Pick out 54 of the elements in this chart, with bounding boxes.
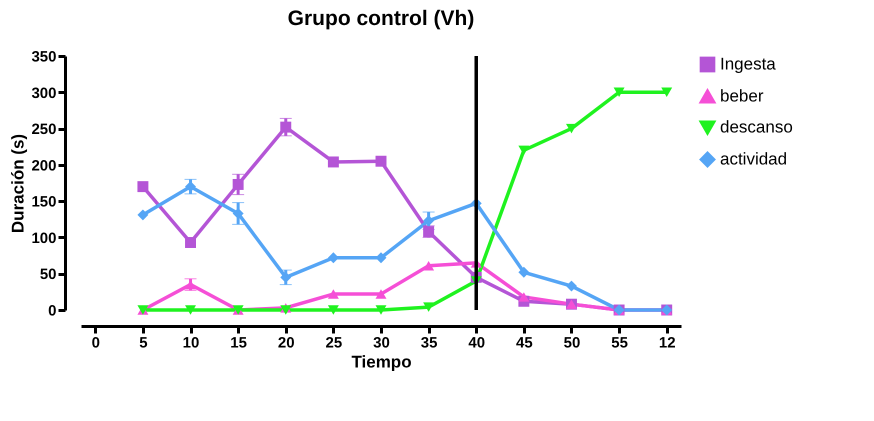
y-tick-label: 150 xyxy=(31,194,56,211)
point xyxy=(614,88,625,98)
x-tick-label: 10 xyxy=(182,334,200,352)
x-tick-label: 45 xyxy=(516,334,533,352)
x-tick-label: 0 xyxy=(92,334,100,352)
legend-label: Ingesta xyxy=(720,54,776,74)
point xyxy=(518,266,530,278)
point xyxy=(328,305,339,315)
point xyxy=(185,181,196,192)
point xyxy=(185,237,196,248)
x-tick-label: 15 xyxy=(230,334,247,352)
point xyxy=(137,181,148,192)
x-tick-label: 35 xyxy=(420,334,438,352)
point xyxy=(280,122,292,133)
y-tick-label: 250 xyxy=(31,121,56,138)
y-tick-label: 300 xyxy=(31,84,56,102)
legend-label: beber xyxy=(720,86,764,106)
point xyxy=(518,146,530,156)
y-tick-label: 350 xyxy=(31,48,56,66)
point xyxy=(518,292,530,302)
x-tick-label: 40 xyxy=(468,334,486,352)
x-tick-label: 20 xyxy=(278,334,295,352)
legend-label: actividad xyxy=(720,150,788,168)
point xyxy=(328,156,339,168)
point xyxy=(376,156,386,167)
y-axis-title: Duración (s) xyxy=(8,134,28,234)
x-tick-label: 55 xyxy=(611,334,628,352)
x-tick-label: 5 xyxy=(139,334,148,352)
x-tick-label: 12 xyxy=(658,334,676,352)
x-tick-label: 25 xyxy=(326,334,342,352)
y-tick-label: 0 xyxy=(48,302,56,320)
x-tick-label: 30 xyxy=(373,334,390,352)
point xyxy=(423,215,434,226)
chart-title: Grupo control (Vh) xyxy=(288,7,474,30)
point xyxy=(232,178,244,190)
point xyxy=(376,252,386,264)
point xyxy=(376,305,386,315)
point xyxy=(661,88,672,98)
y-tick-label: 50 xyxy=(40,266,56,284)
y-tick-label: 100 xyxy=(31,230,56,247)
point xyxy=(328,252,339,264)
point xyxy=(232,208,244,219)
point xyxy=(376,289,386,299)
point xyxy=(423,260,434,270)
y-tick-label: 200 xyxy=(31,157,56,174)
point xyxy=(185,305,196,315)
point xyxy=(566,280,577,292)
legend-label: descanso xyxy=(720,118,793,136)
x-axis-title: Tiempo xyxy=(351,352,412,372)
point xyxy=(328,289,339,299)
point xyxy=(280,272,292,283)
point xyxy=(137,209,148,220)
x-tick-label: 50 xyxy=(564,334,580,352)
point xyxy=(423,302,434,312)
